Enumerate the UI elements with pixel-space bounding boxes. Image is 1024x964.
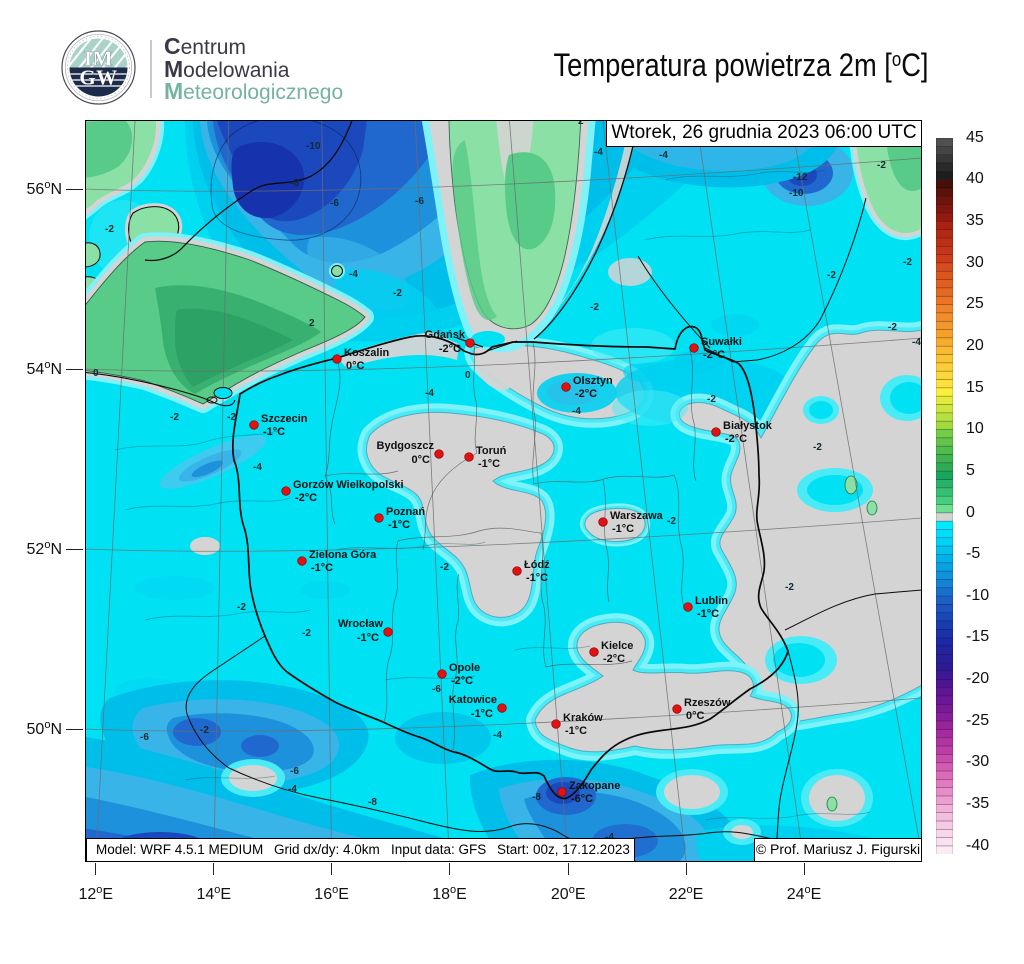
svg-text:-2°C: -2°C: [725, 433, 747, 445]
svg-text:Zielona Góra: Zielona Góra: [309, 549, 377, 561]
svg-text:-2°C: -2°C: [451, 675, 473, 687]
svg-text:-6: -6: [330, 198, 339, 209]
svg-text:-10: -10: [789, 188, 804, 199]
svg-text:Kraków: Kraków: [563, 712, 603, 724]
svg-text:2: 2: [309, 318, 315, 329]
svg-text:-6: -6: [415, 196, 424, 207]
svg-text:-2: -2: [440, 562, 449, 573]
svg-text:-1°C: -1°C: [612, 523, 634, 535]
svg-text:-8: -8: [290, 178, 299, 189]
svg-text:Toruń: Toruń: [476, 445, 507, 457]
svg-text:-4: -4: [572, 406, 581, 417]
svg-text:-1°C: -1°C: [311, 562, 333, 574]
svg-text:0: 0: [465, 370, 471, 381]
svg-text:-8: -8: [532, 792, 541, 803]
svg-text:Szczecin: Szczecin: [261, 413, 308, 425]
svg-text:-4: -4: [659, 150, 668, 161]
svg-text:-4: -4: [594, 147, 603, 158]
svg-text:IM: IM: [84, 47, 113, 71]
svg-text:-2: -2: [302, 628, 311, 639]
svg-text:-4: -4: [253, 462, 262, 473]
svg-text:-1°C: -1°C: [263, 426, 285, 438]
svg-text:Kielce: Kielce: [601, 640, 633, 652]
svg-text:-2: -2: [170, 412, 179, 423]
svg-text:-10: -10: [306, 141, 321, 152]
svg-text:-2: -2: [590, 302, 599, 313]
svg-text:-4: -4: [912, 337, 921, 348]
svg-text:-2: -2: [888, 322, 897, 333]
svg-text:-6: -6: [140, 732, 149, 743]
svg-text:-2: -2: [667, 516, 676, 527]
svg-text:-2: -2: [813, 442, 822, 453]
svg-text:-2°C: -2°C: [703, 349, 725, 361]
svg-text:-6: -6: [290, 766, 299, 777]
svg-text:-2: -2: [903, 257, 912, 268]
svg-text:-1°C: -1°C: [697, 608, 719, 620]
svg-text:Olsztyn: Olsztyn: [573, 375, 613, 387]
svg-text:-2: -2: [200, 725, 209, 736]
svg-text:Lublin: Lublin: [695, 595, 728, 607]
svg-text:0°C: 0°C: [412, 454, 431, 466]
svg-text:Białystok: Białystok: [723, 420, 773, 432]
svg-text:-2: -2: [707, 394, 716, 405]
svg-text:-4: -4: [493, 730, 502, 741]
svg-text:Poznań: Poznań: [386, 506, 425, 518]
svg-text:-4: -4: [349, 269, 358, 280]
svg-text:-2°C: -2°C: [295, 492, 317, 504]
svg-text:-1°C: -1°C: [388, 519, 410, 531]
svg-text:-4: -4: [288, 784, 297, 795]
svg-text:Opole: Opole: [449, 662, 480, 674]
svg-text:Rzeszów: Rzeszów: [684, 697, 731, 709]
svg-text:Warszawa: Warszawa: [610, 510, 664, 522]
svg-text:Gorzów Wielkopolski: Gorzów Wielkopolski: [293, 479, 404, 491]
svg-text:Gdańsk: Gdańsk: [425, 329, 466, 341]
svg-text:-2: -2: [877, 160, 886, 171]
svg-text:-2: -2: [785, 582, 794, 593]
svg-text:-12: -12: [793, 172, 808, 183]
svg-text:-1°C: -1°C: [357, 632, 379, 644]
svg-text:Bydgoszcz: Bydgoszcz: [377, 440, 435, 452]
svg-text:-1°C: -1°C: [471, 708, 493, 720]
svg-text:-2°C: -2°C: [575, 388, 597, 400]
svg-text:-1°C: -1°C: [478, 458, 500, 470]
svg-text:-2: -2: [227, 412, 236, 423]
svg-text:-8: -8: [368, 797, 377, 808]
svg-text:0: 0: [93, 368, 99, 379]
svg-text:-4: -4: [605, 832, 614, 843]
svg-text:-2°C: -2°C: [603, 653, 625, 665]
svg-text:Zakopane: Zakopane: [569, 780, 620, 792]
svg-text:0°C: 0°C: [686, 710, 705, 722]
svg-text:GW: GW: [79, 66, 117, 90]
svg-text:-6: -6: [432, 684, 441, 695]
svg-text:0°C: 0°C: [346, 360, 365, 372]
svg-text:2: 2: [578, 120, 584, 127]
svg-text:-2: -2: [105, 224, 114, 235]
svg-text:-2°C: -2°C: [439, 343, 461, 355]
svg-text:Łódź: Łódź: [524, 559, 550, 571]
svg-text:Katowice: Katowice: [449, 694, 497, 706]
svg-text:-2: -2: [237, 602, 246, 613]
svg-text:-1°C: -1°C: [565, 725, 587, 737]
svg-text:Suwałki: Suwałki: [701, 336, 742, 348]
svg-text:-1°C: -1°C: [526, 572, 548, 584]
svg-text:-6°C: -6°C: [571, 793, 593, 805]
svg-text:-4: -4: [425, 388, 434, 399]
svg-text:-2: -2: [393, 288, 402, 299]
svg-text:-2: -2: [827, 270, 836, 281]
svg-text:Koszalin: Koszalin: [344, 347, 390, 359]
svg-text:Wrocław: Wrocław: [338, 618, 383, 630]
